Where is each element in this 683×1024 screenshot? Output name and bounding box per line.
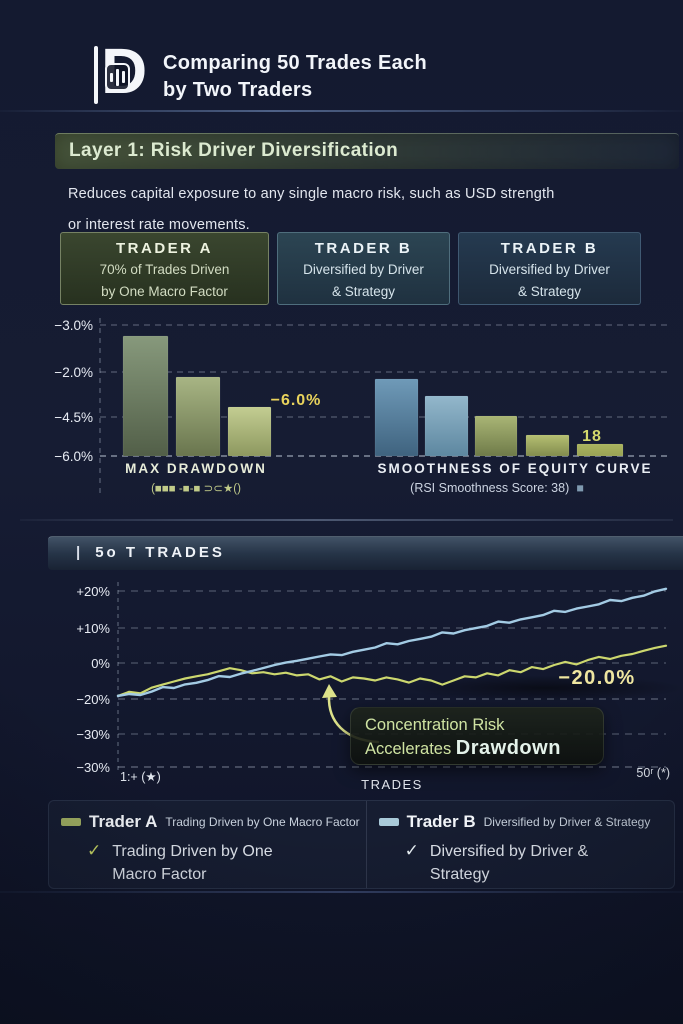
trader-a-name: Trader A: [89, 812, 158, 831]
page-title-line1: Comparing 50 Trades Each: [163, 52, 427, 74]
equity-curve-line-chart: +20% +10% 0% −20% −30% −30% −20.0% 1:+ (★) 50ʳ (…: [76, 582, 683, 792]
trader-b-card-2-title: TRADER B: [500, 240, 599, 257]
logo-bar: [94, 46, 98, 104]
trader-a-card-title: TRADER A: [116, 240, 213, 257]
trader-a-card-line2: by One Macro Factor: [101, 284, 228, 299]
bar-chart-title: MAX DRAWDOWN: [125, 461, 267, 476]
bar-annotation: 18: [582, 428, 602, 445]
layer1-description-line1: Reduces capital exposure to any single m…: [68, 186, 555, 202]
trader-a-check-text: Trading Driven by One Macro Factor: [112, 843, 273, 883]
callout-drawdown-word: Drawdown: [455, 737, 561, 759]
page-title: Comparing 50 Trades Each by Two Traders: [163, 50, 427, 104]
bar-annotation: −6.0%: [271, 392, 322, 409]
bar-chart-subtitle: (RSI Smoothness Score: 38) ■: [410, 481, 584, 495]
y-tick-label: −6.0%: [54, 449, 93, 464]
bar: [374, 378, 419, 457]
y-tick-label: +10%: [76, 621, 110, 636]
bar: [122, 335, 169, 457]
layer1-banner: Layer 1: Risk Driver Diversification: [55, 133, 679, 169]
bar-chart-title: SMOOTHNESS OF EQUITY CURVE: [377, 461, 652, 476]
legend-trader-b-header: Trader B Diversified by Driver & Strateg…: [378, 812, 668, 832]
trader-b-check-row: ✓ Diversified by Driver & Strategy: [379, 840, 668, 886]
heading-pipe: |: [76, 544, 84, 561]
page-title-line2: by Two Traders: [163, 79, 313, 101]
y-tick-label: 0%: [91, 656, 110, 671]
bar: [424, 395, 469, 457]
y-tick-label: −4.5%: [54, 410, 93, 425]
trader-b-tagline: Diversified by Driver & Strategy: [483, 815, 651, 829]
legend-panel: Trader A Trading Driven by One Macro Fac…: [48, 800, 675, 889]
checkmark-icon: ✓: [404, 841, 419, 860]
trader-b-card-1-line1: Diversified by Driver: [303, 262, 424, 277]
x-tick-start: 1:+ (★): [120, 770, 161, 784]
y-tick-label: −20%: [76, 692, 110, 707]
trader-a-swatch: [61, 818, 81, 826]
trader-a-card: TRADER A 70% of Trades Driven by One Mac…: [60, 232, 269, 305]
x-tick-end: 50ʳ (*): [636, 766, 670, 780]
minus-20-annotation: −20.0%: [558, 667, 635, 689]
brand-logo: D: [94, 36, 154, 108]
y-tick-label: −30%: [76, 727, 110, 742]
drawdown-and-smoothness-bar-charts: −3.0% −2.0% −4.5% −6.0% −6.0% MAX DRAWDOWN (■■…: [54, 318, 668, 498]
trader-a-tagline: Trading Driven by One Macro Factor: [165, 815, 360, 829]
trades-section-banner: | 5o T TRADES: [48, 536, 683, 570]
trader-a-card-line1: 70% of Trades Driven: [99, 262, 230, 277]
trader-b-card-1: TRADER B Diversified by Driver & Strateg…: [277, 232, 450, 305]
header-divider: [0, 110, 683, 112]
trader-b-card-2-line2: & Strategy: [517, 284, 582, 299]
trader-b-card-1-title: TRADER B: [314, 240, 413, 257]
bar: [576, 443, 624, 457]
bar: [474, 415, 518, 457]
equalizer-bars-icon: [105, 63, 130, 91]
bar: [175, 376, 221, 457]
legend-trader-b: Trader B Diversified by Driver & Strateg…: [365, 801, 674, 888]
trader-b-card-2: TRADER B Diversified by Driver & Strateg…: [458, 232, 641, 305]
x-axis-label: TRADES: [361, 777, 423, 792]
trader-a-check-row: ✓ Trading Driven by One Macro Factor: [61, 840, 360, 886]
layer1-heading: Layer 1: Risk Driver Diversification: [69, 140, 399, 161]
trader-b-card-2-line1: Diversified by Driver: [489, 262, 610, 277]
legend-trader-a-header: Trader A Trading Driven by One Macro Fac…: [61, 812, 360, 832]
bar-chart-subtitle: (■■■ -■-■ ⊃⊂★(): [151, 483, 241, 495]
trader-b-swatch: [378, 818, 399, 826]
y-tick-label: +20%: [76, 584, 110, 599]
trader-b-card-1-line2: & Strategy: [331, 284, 396, 299]
y-tick-label: −2.0%: [54, 365, 93, 380]
legend-trader-a: Trader A Trading Driven by One Macro Fac…: [49, 801, 366, 888]
trader-b-check-text: Diversified by Driver & Strategy: [429, 843, 589, 883]
callout-arrowhead: [322, 684, 337, 698]
bar: [227, 406, 272, 457]
y-tick-label: −3.0%: [54, 318, 93, 333]
trader-b-name: Trader B: [406, 812, 476, 831]
trades-section-heading: | 5o T TRADES: [76, 544, 225, 561]
callout-line1: Concentration Risk: [365, 716, 505, 734]
checkmark-icon: ✓: [87, 841, 102, 860]
y-tick-label: −30%: [76, 760, 110, 775]
callout-line2: Accelerates Drawdown: [365, 737, 561, 759]
shadow-band: [405, 675, 683, 701]
bar: [525, 434, 570, 457]
bottom-divider: [0, 891, 683, 893]
section-divider: [20, 519, 673, 521]
concentration-risk-callout: Concentration Risk Accelerates Drawdown: [350, 707, 604, 765]
